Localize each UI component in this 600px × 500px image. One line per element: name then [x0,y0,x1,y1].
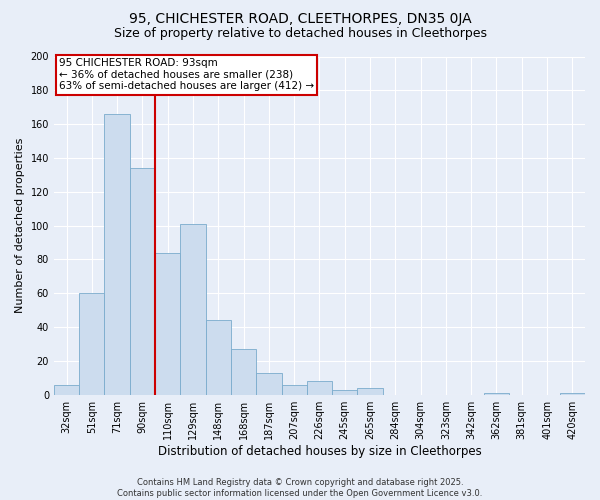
Bar [54,384,79,394]
Bar [281,384,307,394]
Text: Size of property relative to detached houses in Cleethorpes: Size of property relative to detached ho… [113,28,487,40]
Bar [130,168,155,394]
Bar [231,349,256,395]
Bar [181,224,206,394]
Bar [256,372,281,394]
Bar [358,388,383,394]
X-axis label: Distribution of detached houses by size in Cleethorpes: Distribution of detached houses by size … [158,444,481,458]
Bar [104,114,130,394]
Text: 95, CHICHESTER ROAD, CLEETHORPES, DN35 0JA: 95, CHICHESTER ROAD, CLEETHORPES, DN35 0… [128,12,472,26]
Bar [155,252,181,394]
Text: Contains HM Land Registry data © Crown copyright and database right 2025.
Contai: Contains HM Land Registry data © Crown c… [118,478,482,498]
Bar [307,381,332,394]
Text: 95 CHICHESTER ROAD: 93sqm
← 36% of detached houses are smaller (238)
63% of semi: 95 CHICHESTER ROAD: 93sqm ← 36% of detac… [59,58,314,92]
Bar [79,293,104,394]
Bar [484,393,509,394]
Bar [332,390,358,394]
Bar [206,320,231,394]
Bar [560,393,585,394]
Y-axis label: Number of detached properties: Number of detached properties [15,138,25,314]
